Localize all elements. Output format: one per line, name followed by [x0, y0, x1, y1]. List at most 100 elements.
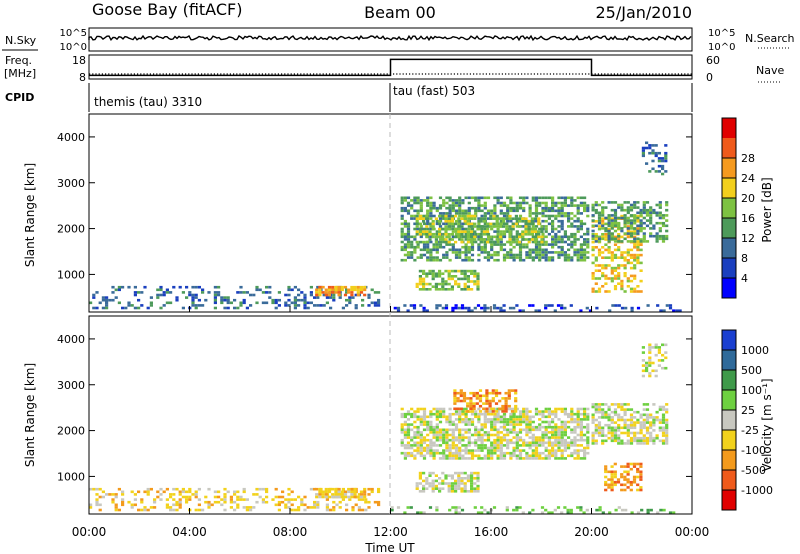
data-cell: [645, 439, 650, 443]
data-cell: [438, 258, 443, 262]
data-cell: [501, 404, 505, 408]
data-cell: [354, 293, 358, 297]
data-cell: [648, 343, 652, 347]
data-cell: [172, 285, 176, 289]
data-cell: [354, 306, 358, 310]
data-cell: [329, 508, 333, 512]
data-cell: [448, 449, 452, 452]
data-cell: [642, 216, 646, 220]
data-cell: [451, 436, 455, 439]
data-cell: [649, 232, 653, 235]
data-cell: [434, 285, 438, 288]
data-cell: [518, 431, 523, 434]
data-cell: [331, 495, 335, 499]
data-cell: [540, 235, 544, 239]
data-cell: [165, 498, 169, 501]
data-cell: [538, 204, 542, 207]
data-cell: [242, 487, 246, 491]
data-cell: [601, 426, 605, 430]
data-cell: [341, 487, 345, 491]
data-cell: [268, 296, 272, 299]
data-cell: [560, 410, 564, 413]
data-cell: [607, 237, 611, 241]
data-cell: [303, 304, 307, 307]
data-cell: [518, 235, 522, 239]
data-cell: [418, 217, 422, 220]
data-cell: [576, 204, 580, 207]
data-cell: [570, 232, 574, 236]
data-cell: [438, 235, 442, 239]
data-cell: [591, 436, 595, 440]
data-cell: [287, 288, 291, 292]
data-cell: [486, 306, 490, 310]
colorbar-tick-label: 500: [741, 364, 762, 377]
data-cell: [665, 439, 669, 443]
data-cell: [496, 199, 500, 202]
colorbar-tick-label: 16: [741, 212, 755, 225]
data-cell: [324, 490, 328, 494]
data-cell: [410, 415, 414, 419]
data-cell: [480, 441, 484, 445]
data-cell: [331, 487, 335, 491]
data-cell: [597, 214, 602, 217]
data-cell: [633, 434, 637, 437]
data-cell: [460, 240, 464, 244]
data-cell: [464, 423, 468, 426]
data-cell: [442, 431, 446, 434]
data-cell: [416, 511, 420, 514]
data-cell: [415, 482, 419, 485]
data-cell: [434, 282, 438, 286]
data-cell: [442, 441, 446, 445]
data-cell: [563, 444, 567, 447]
data-cell: [143, 508, 147, 512]
data-cell: [579, 225, 583, 228]
power-scatter-data: [89, 141, 682, 312]
data-cell: [570, 454, 574, 458]
data-cell: [426, 248, 430, 252]
data-cell: [470, 474, 474, 477]
data-cell: [551, 201, 555, 205]
data-cell: [610, 237, 614, 241]
data-cell: [661, 172, 665, 176]
data-cell: [610, 277, 614, 280]
data-cell: [181, 487, 185, 491]
data-cell: [476, 227, 480, 231]
data-cell: [496, 420, 500, 424]
data-cell: [652, 227, 656, 230]
data-cell: [431, 277, 435, 281]
data-cell: [541, 256, 545, 259]
data-cell: [422, 280, 426, 283]
data-cell: [531, 258, 535, 262]
data-cell: [640, 508, 644, 512]
data-cell: [544, 454, 548, 458]
data-cell: [373, 304, 377, 307]
data-cell: [220, 503, 224, 507]
colorbar-tick-label: -100: [741, 444, 766, 457]
data-cell: [480, 449, 484, 452]
data-cell: [448, 206, 452, 210]
data-cell: [554, 433, 558, 437]
data-cell: [528, 222, 532, 226]
data-cell: [490, 451, 494, 455]
data-cell: [610, 429, 614, 432]
data-cell: [654, 343, 658, 347]
data-cell: [511, 240, 515, 244]
colorbar-swatch: [722, 218, 736, 238]
data-cell: [499, 446, 503, 450]
data-cell: [428, 506, 433, 509]
data-cell: [473, 471, 477, 475]
data-cell: [477, 238, 481, 241]
data-cell: [515, 433, 519, 437]
data-cell: [515, 240, 519, 244]
data-cell: [438, 240, 443, 244]
data-cell: [518, 438, 523, 442]
data-cell: [509, 243, 513, 246]
data-cell: [531, 304, 535, 307]
nave-tick-bottom: 0: [706, 71, 713, 84]
data-cell: [403, 454, 407, 458]
data-cell: [442, 457, 446, 460]
data-cell: [534, 214, 539, 218]
data-cell: [515, 201, 519, 205]
data-cell: [534, 309, 538, 312]
